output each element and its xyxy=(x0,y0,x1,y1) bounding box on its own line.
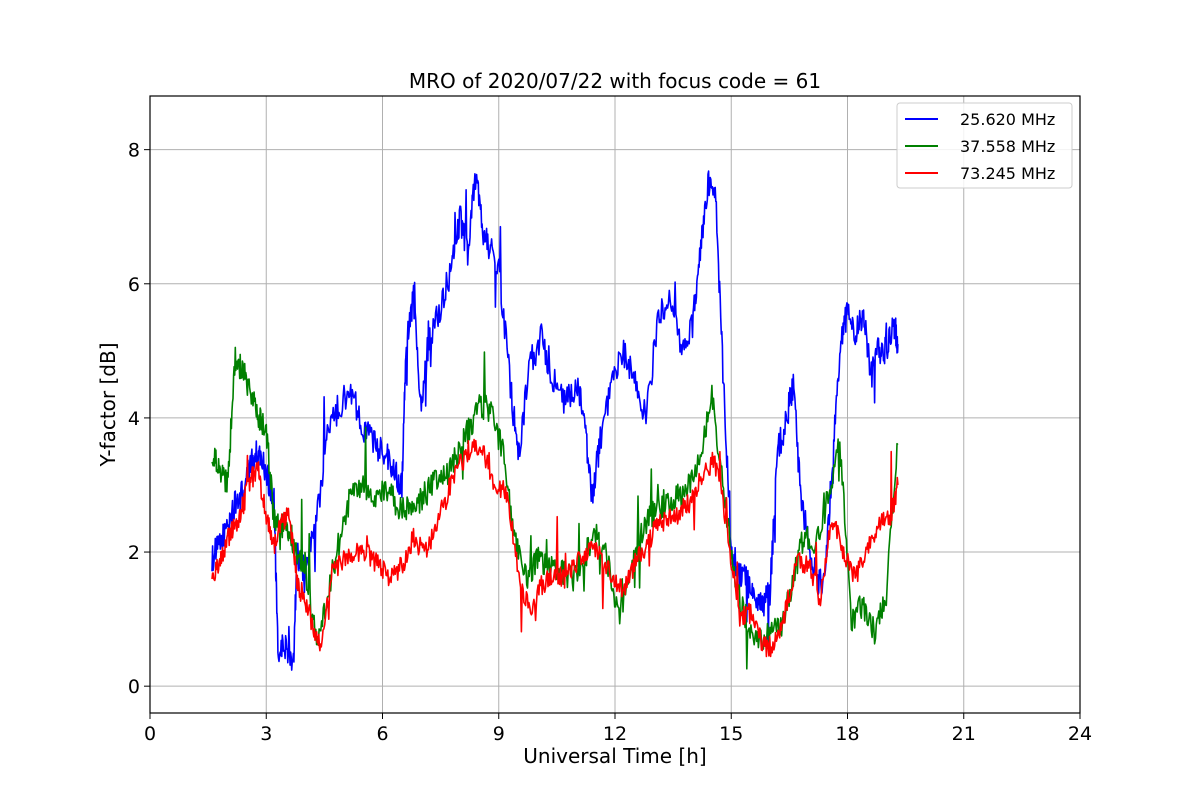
x-tick-label: 9 xyxy=(493,723,505,745)
legend-label: 73.245 MHz xyxy=(960,164,1055,183)
x-tick-label: 15 xyxy=(719,723,743,745)
x-tick-label: 6 xyxy=(376,723,388,745)
x-tick-label: 0 xyxy=(144,723,156,745)
y-tick-label: 6 xyxy=(128,274,140,296)
y-tick-label: 4 xyxy=(128,408,140,430)
chart-title: MRO of 2020/07/22 with focus code = 61 xyxy=(409,69,821,93)
y-tick-label: 0 xyxy=(128,676,140,698)
x-axis: 0 3 6 9 12 15 18 21 24 xyxy=(144,713,1092,745)
y-tick-label: 8 xyxy=(128,140,140,162)
x-tick-label: 18 xyxy=(835,723,859,745)
x-tick-label: 24 xyxy=(1068,723,1092,745)
legend-label: 37.558 MHz xyxy=(960,137,1055,156)
x-tick-label: 3 xyxy=(260,723,272,745)
x-tick-label: 12 xyxy=(603,723,627,745)
x-tick-label: 21 xyxy=(952,723,976,745)
y-axis: 0 2 4 6 8 xyxy=(128,140,150,698)
series-group xyxy=(211,170,899,671)
series-line xyxy=(211,438,899,658)
legend-label: 25.620 MHz xyxy=(960,110,1055,129)
y-tick-label: 2 xyxy=(128,542,140,564)
legend: 25.620 MHz 37.558 MHz 73.245 MHz xyxy=(896,102,1073,189)
legend-box xyxy=(896,102,1073,189)
x-axis-label: Universal Time [h] xyxy=(523,744,706,768)
series-line xyxy=(211,170,899,671)
y-axis-label: Y-factor [dB] xyxy=(96,342,120,467)
